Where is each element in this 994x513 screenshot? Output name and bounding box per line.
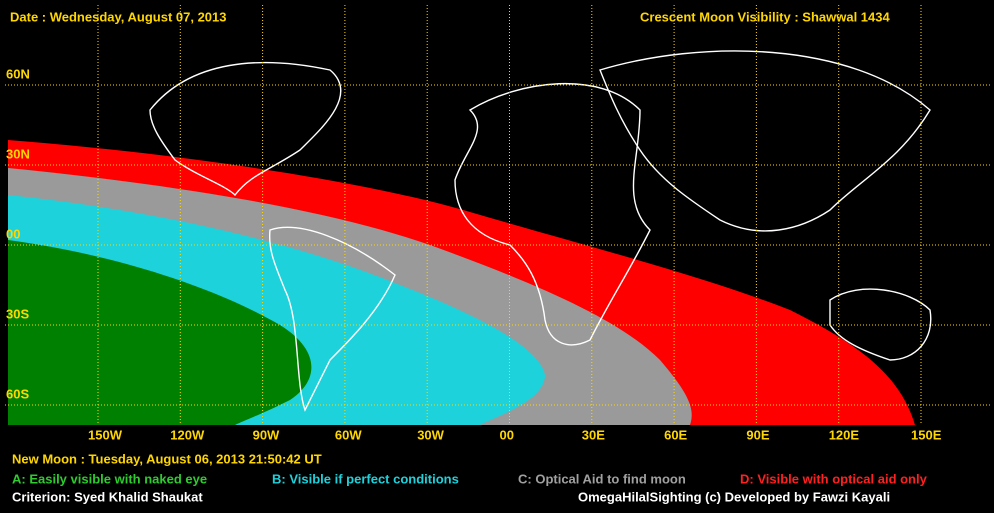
south-america (268, 226, 396, 412)
lat-label: 30N (6, 146, 30, 161)
graticule: 60N 30N 00 30S 60S 150W 120W 90W 60W 30W 00 30E 60E 9… (5, 5, 990, 442)
visibility-zones (8, 140, 915, 425)
legend-d: D: Visible with optical aid only (740, 471, 928, 486)
lon-label: 120W (170, 427, 205, 442)
lon-label: 00 (500, 427, 514, 442)
lon-label: 90W (253, 427, 280, 442)
credit: OmegaHilalSighting (c) Developed by Fawz… (578, 489, 890, 504)
australia (829, 288, 932, 361)
legend-b: B: Visible if perfect conditions (272, 471, 459, 486)
europe-africa (454, 83, 651, 346)
lat-label: 60N (6, 66, 30, 81)
coastlines (149, 50, 932, 412)
lon-label: 60W (335, 427, 362, 442)
title: Crescent Moon Visibility : Shawwal 1434 (640, 9, 890, 24)
lon-label: 90E (746, 427, 769, 442)
zone-a (8, 240, 312, 425)
lon-label: 30E (582, 427, 605, 442)
legend-a: A: Easily visible with naked eye (12, 471, 207, 486)
legend-c: C: Optical Aid to find moon (518, 471, 686, 486)
lon-label: 60E (664, 427, 687, 442)
lat-label: 00 (6, 226, 20, 241)
lat-label: 30S (6, 306, 29, 321)
lon-label: 150W (88, 427, 123, 442)
date: Date : Wednesday, August 07, 2013 (10, 9, 227, 24)
asia (599, 50, 931, 232)
lon-label: 120E (829, 427, 860, 442)
lat-label: 60S (6, 386, 29, 401)
criterion: Criterion: Syed Khalid Shaukat (12, 489, 203, 504)
new-moon: New Moon : Tuesday, August 06, 2013 21:5… (12, 451, 322, 466)
lon-label: 150E (911, 427, 942, 442)
north-america (149, 61, 342, 197)
lon-label: 30W (417, 427, 444, 442)
